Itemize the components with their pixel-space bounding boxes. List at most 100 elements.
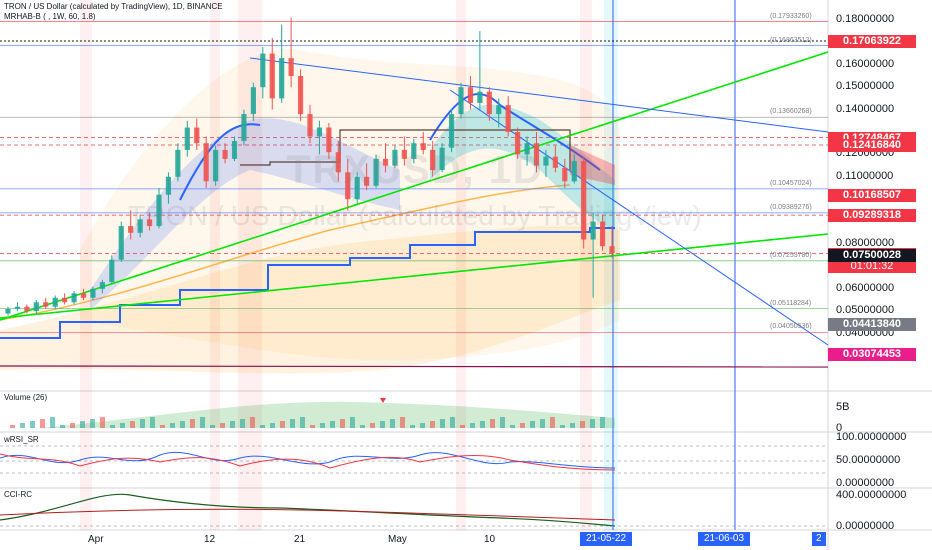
volume-bar — [510, 425, 515, 428]
volume-bar — [80, 421, 85, 428]
price-tick: 0.18000000 — [836, 13, 895, 25]
wrsi-pane-title[interactable]: wRSI_SR — [4, 435, 39, 444]
candle-body — [326, 127, 332, 153]
candle-body — [90, 288, 96, 298]
fib-label: (0.16863512) — [770, 36, 812, 44]
volume-bar — [400, 417, 405, 428]
candle-body — [420, 143, 426, 150]
time-badge[interactable]: 21-06-03 — [698, 532, 751, 546]
candle-body — [33, 302, 39, 312]
volume-bar — [20, 423, 25, 428]
price-tick: 0.05000000 — [836, 304, 895, 317]
fib-label: (0.09389276) — [770, 203, 812, 211]
volume-bar — [490, 419, 495, 428]
price-tag: 0.03074453 — [828, 348, 916, 362]
cci-tick: 0.00000000 — [836, 520, 895, 532]
wrsi-tick: 0.00000000 — [836, 477, 895, 489]
volume-area — [40, 401, 615, 428]
volume-pane-title[interactable]: Volume (26) — [4, 393, 48, 402]
candle-body — [354, 176, 360, 200]
volume-bar — [550, 417, 555, 428]
highlight-zone — [580, 0, 592, 530]
highlight-zone — [604, 0, 618, 530]
candle-body — [62, 297, 68, 303]
time-badge[interactable]: 21-05-22 — [580, 532, 633, 546]
candle-body — [137, 219, 143, 233]
candle-body — [392, 149, 398, 166]
cci-line — [0, 493, 616, 527]
candle-body — [486, 91, 492, 115]
candle-body — [364, 176, 370, 186]
volume-bar — [150, 417, 155, 428]
candle-body — [439, 147, 445, 171]
highlight-zone — [80, 0, 92, 530]
volume-bar — [390, 419, 395, 428]
volume-bar — [310, 425, 315, 428]
cci-pane-title[interactable]: CCI-RC — [4, 490, 32, 499]
volume-bar — [270, 423, 275, 428]
price-tag: 0.12416840 — [828, 138, 916, 152]
volume-bar — [600, 417, 605, 428]
candle-body — [184, 127, 190, 150]
volume-bar — [540, 419, 545, 428]
volume-bar — [460, 425, 465, 428]
volume-bar — [410, 425, 415, 428]
volume-bar — [520, 423, 525, 428]
candle-body — [590, 221, 596, 240]
volume-bar — [420, 423, 425, 428]
volume-bar — [120, 423, 125, 428]
price-tag: 0.10168507 — [828, 189, 916, 203]
cci-tick: 400.00000000 — [836, 489, 907, 501]
candle-body — [515, 132, 521, 155]
trendline-green — [0, 51, 829, 321]
volume-bar — [450, 417, 455, 428]
volume-bar — [590, 419, 595, 428]
candle-body — [496, 105, 502, 115]
candle-body — [109, 259, 115, 283]
price-tick: 0.11000000 — [836, 169, 894, 182]
time-badge[interactable]: 2 — [812, 532, 826, 546]
candle-body — [52, 297, 58, 307]
time-label: 10 — [484, 534, 496, 545]
candle-body — [118, 226, 124, 260]
cloud-line — [429, 93, 601, 171]
candle-body — [307, 114, 313, 137]
volume-bar — [330, 421, 335, 428]
price-tag: 0.04413840 — [828, 318, 916, 332]
chart-header: TRON / US Dollar (calculated by TradingV… — [4, 2, 223, 22]
volume-bar — [180, 421, 185, 428]
candle-body — [288, 58, 294, 76]
volume-bar — [210, 425, 215, 428]
volume-bar — [380, 421, 385, 428]
fib-label: (0.13660268) — [770, 108, 812, 116]
volume-bar — [250, 417, 255, 428]
wrsi-tick: 50.00000000 — [836, 454, 901, 466]
volume-tick: 0 — [836, 422, 843, 434]
candle-body — [165, 176, 172, 195]
candle-body — [269, 53, 275, 99]
candle-body — [156, 194, 162, 227]
highlight-zone — [238, 0, 262, 530]
price-tag: 0.09289318 — [828, 209, 916, 223]
volume-bar — [30, 421, 35, 428]
candle-body — [467, 87, 474, 103]
candle-body — [562, 167, 568, 182]
indicator-title[interactable]: MRHAB-B ( , 1W, 60, 1.8) — [4, 12, 96, 21]
candle-body — [222, 149, 228, 159]
candle-body — [297, 76, 304, 115]
volume-bar — [40, 419, 45, 428]
volume-bar — [160, 425, 165, 428]
volume-bar — [230, 421, 235, 428]
step-line — [0, 227, 615, 339]
candle-body — [571, 161, 577, 182]
moving-average — [0, 184, 571, 321]
volume-bar — [560, 425, 565, 428]
symbol-title[interactable]: TRON / US Dollar (calculated by TradingV… — [4, 2, 223, 11]
candle-body — [533, 143, 540, 166]
candle-body — [260, 53, 266, 88]
volume-bar — [500, 417, 505, 428]
candle-body — [581, 161, 587, 240]
candle-body — [609, 246, 615, 253]
